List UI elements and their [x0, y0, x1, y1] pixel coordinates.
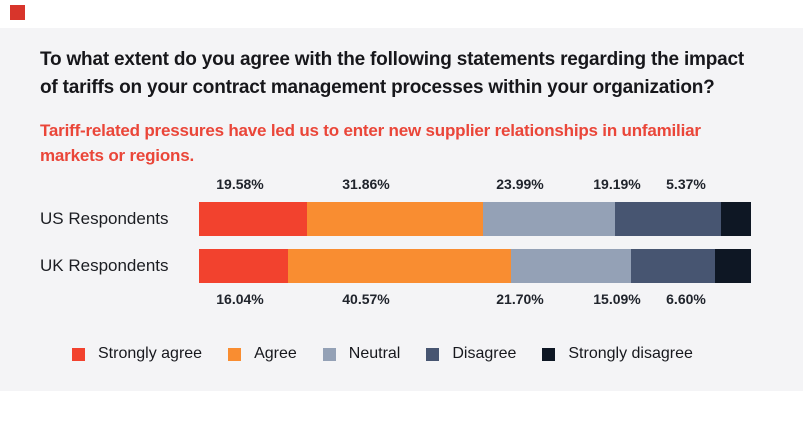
- bar-segment-strongly-disagree: [721, 202, 751, 236]
- bar-segment-agree: [287, 249, 512, 283]
- legend-swatch-agree: [228, 347, 242, 361]
- legend-label-neutral: Neutral: [348, 345, 401, 362]
- value-labels: 19.58% 31.86% 23.99% 19.19% 5.37%: [199, 176, 751, 192]
- bar-area: 19.58% 31.86% 23.99% 19.19% 5.37% US Responde…: [40, 176, 751, 236]
- value-label-neutral: 23.99%: [496, 176, 544, 192]
- brand-mark: [10, 5, 25, 20]
- legend-item-neutral: Neutral: [322, 345, 401, 363]
- bar-row-us-respondents: 19.58% 31.86% 23.99% 19.19% 5.37% US Responde…: [40, 176, 763, 236]
- bar-area: UK Respondents 16.04% 40.57% 21.70% 15.09% 6.…: [40, 249, 751, 307]
- row-label-uk-respondents: UK Respondents: [40, 256, 169, 275]
- bar-us-respondents: US Respondents: [40, 202, 751, 236]
- stacked-bar-chart: 19.58% 31.86% 23.99% 19.19% 5.37% US Responde…: [40, 176, 763, 307]
- legend-swatch-strongly-disagree: [542, 347, 556, 361]
- legend: Strongly agree Agree Neutral Disagree Strong…: [72, 345, 763, 363]
- legend-label-strongly-agree: Strongly agree: [98, 345, 203, 362]
- bar-segment-agree: [307, 202, 483, 236]
- legend-label-agree: Agree: [254, 345, 297, 362]
- bar-segment-disagree: [615, 202, 722, 236]
- bar-segment-disagree: [631, 249, 715, 283]
- value-label-disagree: 15.09%: [593, 291, 641, 307]
- bar-segment-neutral: [482, 202, 616, 236]
- legend-label-strongly-disagree: Strongly disagree: [568, 345, 693, 362]
- bar-segment-strongly-agree: [199, 202, 308, 236]
- value-label-agree: 40.57%: [342, 291, 390, 307]
- legend-swatch-disagree: [426, 347, 440, 361]
- bar-uk-respondents: UK Respondents: [40, 249, 751, 283]
- legend-label-disagree: Disagree: [452, 345, 517, 362]
- bar-segment-strongly-agree: [199, 249, 288, 283]
- value-label-strongly-disagree: 5.37%: [666, 176, 706, 192]
- value-label-strongly-agree: 19.58%: [216, 176, 264, 192]
- legend-item-disagree: Disagree: [426, 345, 516, 363]
- bar-segment-neutral: [511, 249, 632, 283]
- row-label-us-respondents: US Respondents: [40, 209, 169, 228]
- value-label-neutral: 21.70%: [496, 291, 544, 307]
- chart-statement: Tariff-related pressures have led us to …: [40, 121, 701, 165]
- legend-item-agree: Agree: [228, 345, 297, 363]
- value-label-agree: 31.86%: [342, 176, 390, 192]
- chart-panel: To what extent do you agree with the fol…: [0, 28, 803, 391]
- value-label-strongly-agree: 16.04%: [216, 291, 264, 307]
- legend-item-strongly-disagree: Strongly disagree: [542, 345, 693, 363]
- bar-row-uk-respondents: UK Respondents 16.04% 40.57% 21.70% 15.09% 6.…: [40, 249, 763, 307]
- value-label-disagree: 19.19%: [593, 176, 641, 192]
- value-label-strongly-disagree: 6.60%: [666, 291, 706, 307]
- value-labels: 16.04% 40.57% 21.70% 15.09% 6.60%: [199, 291, 751, 307]
- legend-swatch-neutral: [322, 347, 336, 361]
- chart-question: To what extent do you agree with the fol…: [40, 49, 745, 98]
- bar-segment-strongly-disagree: [714, 249, 751, 283]
- legend-swatch-strongly-agree: [72, 347, 85, 361]
- legend-item-strongly-agree: Strongly agree: [72, 345, 202, 363]
